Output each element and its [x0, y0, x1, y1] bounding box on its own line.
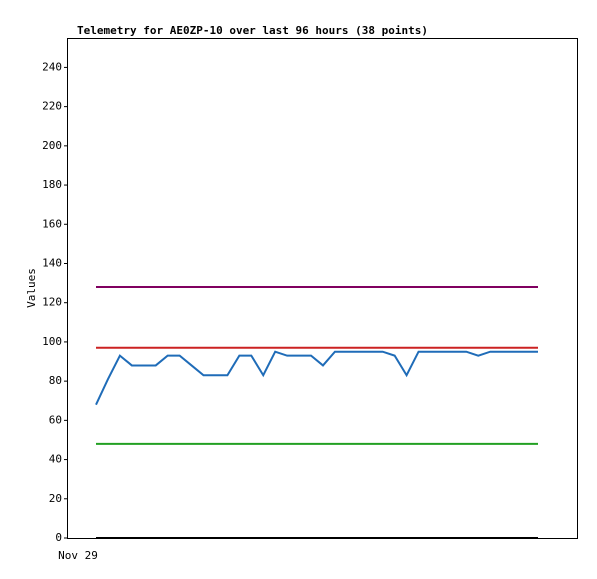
y-tick-label: 240	[42, 60, 62, 73]
chart-title: Telemetry for AE0ZP-10 over last 96 hour…	[77, 24, 428, 37]
y-tick-label: 120	[42, 296, 62, 309]
x-tick-label: Nov 29	[58, 549, 98, 562]
y-tick-label: 0	[55, 531, 62, 544]
y-tick-label: 160	[42, 217, 62, 230]
y-tick-label: 40	[49, 453, 62, 466]
y-tick-label: 180	[42, 178, 62, 191]
y-tick-label: 80	[49, 374, 62, 387]
y-tick-label: 220	[42, 100, 62, 113]
plot-frame	[67, 38, 578, 539]
series-line	[95, 350, 538, 406]
y-tick-label: 20	[49, 492, 62, 505]
y-axis-label: Values	[25, 268, 38, 308]
y-tick-label: 140	[42, 256, 62, 269]
y-tick-label: 200	[42, 139, 62, 152]
y-tick-label: 100	[42, 335, 62, 348]
y-tick-label: 60	[49, 413, 62, 426]
